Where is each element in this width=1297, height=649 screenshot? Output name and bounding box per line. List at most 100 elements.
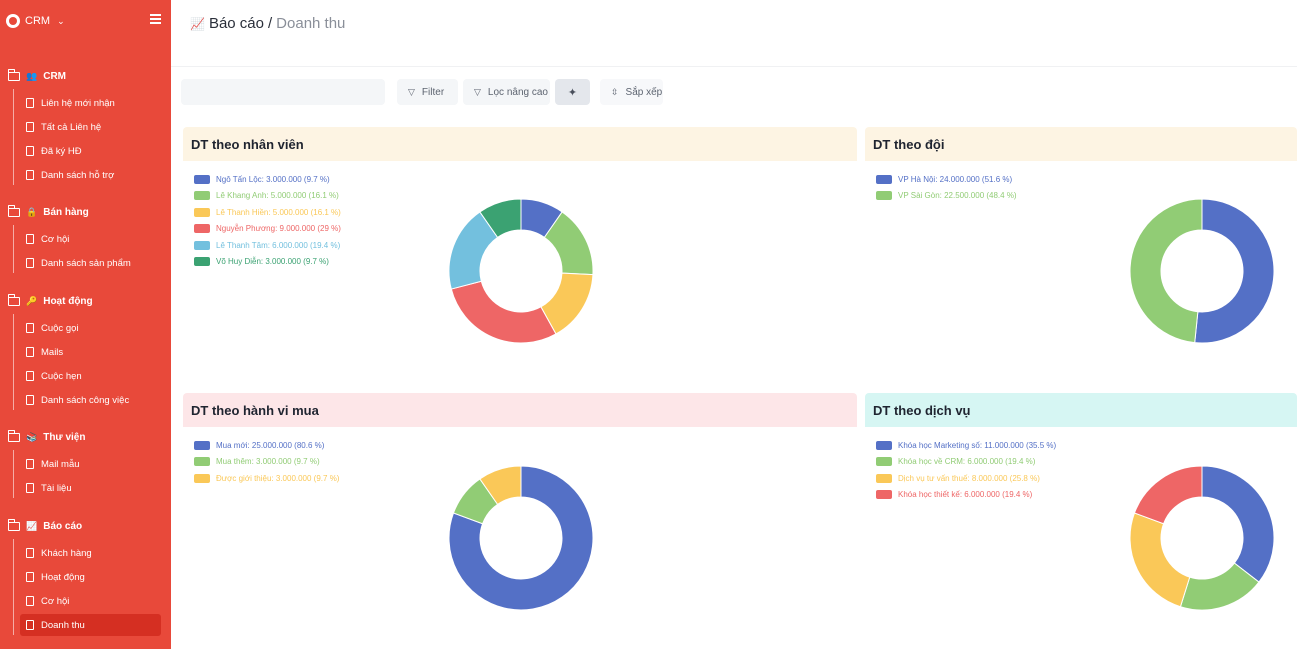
donut-chart (1129, 465, 1275, 611)
card-title: DT theo đội (865, 127, 1297, 161)
sidebar-item[interactable]: Danh sách hỗ trợ (20, 164, 161, 186)
legend-entry[interactable]: Lê Khang Anh: 5.000.000 (16.1 %) (194, 188, 341, 205)
legend-entry[interactable]: Mua mới: 25.000.000 (80.6 %) (194, 437, 339, 454)
breadcrumb-parent[interactable]: Báo cáo (208, 15, 264, 32)
legend-label: Nguyễn Phương: 9.000.000 (29 %) (216, 224, 341, 234)
sidebar-group-header[interactable]: 🔑 Hoạt động (7, 293, 93, 308)
legend-entry[interactable]: Lê Thanh Tâm: 6.000.000 (19.4 %) (194, 237, 341, 254)
sidebar-group-label: Bán hàng (43, 206, 89, 218)
sidebar-item[interactable]: Mails (20, 341, 161, 363)
sidebar-item[interactable]: Cơ hội (20, 228, 161, 250)
search-input[interactable] (181, 79, 385, 105)
sidebar-item-active[interactable]: Doanh thu (20, 614, 161, 636)
sidebar-item-label: Tài liệu (41, 482, 72, 494)
donut-slice[interactable] (450, 280, 557, 344)
legend-entry[interactable]: Khóa học thiết kế: 6.000.000 (19.4 %) (876, 487, 1056, 504)
sidebar-group-label: Báo cáo (43, 520, 83, 532)
legend-swatch (194, 257, 210, 267)
filter-icon: ▽ (474, 86, 481, 97)
sidebar-item-label: Cuộc gọi (41, 322, 79, 334)
sidebar-item[interactable]: Cuộc gọi (20, 317, 161, 339)
card-title-text: DT theo đội (873, 136, 945, 152)
sidebar-item-label: Danh sách hỗ trợ (41, 169, 115, 181)
legend-label: Mua mới: 25.000.000 (80.6 %) (216, 440, 325, 450)
legend-swatch (876, 174, 892, 184)
donut-slice[interactable] (448, 465, 594, 611)
sidebar-item-label: Danh sách công việc (41, 394, 130, 406)
chart-icon: 📈 (190, 16, 205, 31)
filter-button[interactable]: ▽ Filter (397, 79, 458, 105)
divider (171, 66, 1297, 67)
sidebar-item[interactable]: Hoạt động (20, 566, 161, 588)
legend-entry[interactable]: Ngô Tấn Lộc: 3.000.000 (9.7 %) (194, 171, 341, 188)
sort-button[interactable]: ⇳ Sắp xếp (600, 79, 663, 105)
sidebar-item[interactable]: Khách hàng (20, 542, 161, 564)
donut-chart (1129, 198, 1275, 344)
legend-label: Khóa học Marketing số: 11.000.000 (35.5 … (898, 440, 1057, 450)
group-emoji-icon: 📚 (26, 431, 38, 442)
sidebar-group-header[interactable]: 📚 Thư viện (7, 429, 85, 444)
legend-entry[interactable]: VP Sài Gòn: 22.500.000 (48.4 %) (876, 188, 1017, 205)
page-title: 📈 Báo cáo / Doanh thu (190, 15, 345, 32)
legend-swatch (876, 191, 892, 201)
legend-label: Được giới thiệu: 3.000.000 (9.7 %) (216, 473, 340, 483)
legend-entry[interactable]: Mua thêm: 3.000.000 (9.7 %) (194, 454, 339, 471)
donut-slice[interactable] (1129, 512, 1191, 608)
sidebar-item[interactable]: Đã ký HĐ (20, 140, 161, 162)
sidebar-item[interactable]: Danh sách sản phẩm (20, 252, 161, 274)
donut-slice[interactable] (479, 465, 522, 506)
legend-entry[interactable]: Khóa học về CRM: 6.000.000 (19.4 %) (876, 454, 1056, 471)
sidebar-group-header[interactable]: 🔒 Bán hàng (7, 204, 89, 219)
sidebar-item[interactable]: Cơ hội (20, 590, 161, 612)
card-title: DT theo nhân viên (183, 127, 857, 161)
sort-label: Sắp xếp (625, 86, 663, 98)
sidebar-item-label: Cuộc hẹn (41, 370, 82, 382)
sort-icon: ⇳ (611, 86, 619, 97)
sidebar-item[interactable]: Mail mẫu (20, 453, 161, 475)
chart-card-service: DT theo dịch vụ Khóa học Marketing số: 1… (865, 393, 1297, 649)
brand-logo-icon (6, 14, 20, 28)
legend-swatch (194, 207, 210, 217)
ai-sparkle-button[interactable]: ✦ (555, 79, 590, 105)
legend-swatch (194, 240, 210, 250)
donut-slice[interactable] (1194, 198, 1275, 344)
legend-label: Mua thêm: 3.000.000 (9.7 %) (216, 457, 320, 467)
document-icon (26, 596, 34, 606)
donut-slice[interactable] (1129, 198, 1203, 344)
folder-icon (7, 429, 20, 442)
legend-entry[interactable]: Nguyễn Phương: 9.000.000 (29 %) (194, 221, 341, 238)
chevron-down-icon: ⌄ (57, 15, 65, 26)
menu-toggle-icon[interactable] (150, 14, 161, 24)
document-icon (26, 170, 34, 180)
legend-entry[interactable]: Được giới thiệu: 3.000.000 (9.7 %) (194, 470, 339, 487)
sidebar-item[interactable]: Tài liệu (20, 477, 161, 499)
legend-label: VP Hà Nội: 24.000.000 (51.6 %) (898, 174, 1013, 184)
sidebar-group-header[interactable]: 📈 Báo cáo (7, 518, 83, 533)
sidebar-group-header[interactable]: 👥 CRM (7, 68, 66, 83)
legend-label: Khóa học thiết kế: 6.000.000 (19.4 %) (898, 490, 1033, 500)
card-title: DT theo hành vi mua (183, 393, 857, 427)
legend-entry[interactable]: VP Hà Nội: 24.000.000 (51.6 %) (876, 171, 1017, 188)
legend-entry[interactable]: Lê Thanh Hiền: 5.000.000 (16.1 %) (194, 204, 341, 221)
sidebar-item[interactable]: Danh sách công việc (20, 389, 161, 411)
group-emoji-icon: 👥 (26, 70, 38, 81)
chart-legend: Mua mới: 25.000.000 (80.6 %) Mua thêm: 3.… (194, 437, 339, 487)
legend-entry[interactable]: Khóa học Marketing số: 11.000.000 (35.5 … (876, 437, 1056, 454)
document-icon (26, 98, 34, 108)
legend-entry[interactable]: Võ Huy Diễn: 3.000.000 (9.7 %) (194, 254, 341, 271)
sidebar-item[interactable]: Tất cả Liên hệ (20, 116, 161, 138)
group-emoji-icon: 📈 (26, 520, 38, 531)
card-title-text: DT theo dịch vụ (873, 402, 971, 418)
donut-slice[interactable] (479, 198, 522, 239)
brand-switcher[interactable]: CRM ⌄ (6, 12, 65, 30)
card-title-text: DT theo nhân viên (191, 136, 304, 152)
legend-entry[interactable]: Dịch vụ tư vấn thuế: 8.000.000 (25.8 %) (876, 470, 1056, 487)
sidebar-item-label: Hoạt động (41, 571, 85, 583)
advanced-filter-button[interactable]: ▽ Lọc nâng cao (463, 79, 550, 105)
sidebar-item[interactable]: Cuộc hẹn (20, 365, 161, 387)
sidebar-item[interactable]: Liên hệ mới nhận (20, 92, 161, 114)
legend-label: Khóa học về CRM: 6.000.000 (19.4 %) (898, 457, 1036, 467)
donut-slice[interactable] (1201, 465, 1275, 583)
document-icon (26, 459, 34, 469)
donut-slice[interactable] (1133, 465, 1203, 525)
